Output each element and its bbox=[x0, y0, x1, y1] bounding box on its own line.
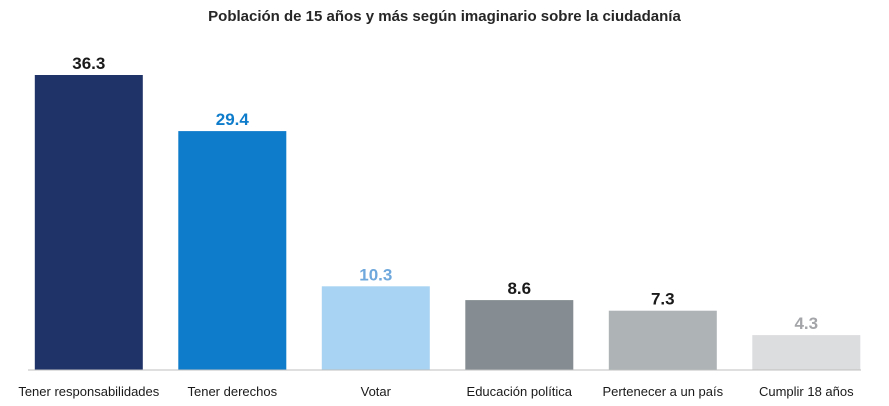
bar-2 bbox=[178, 131, 287, 370]
category-label-1: Tener responsabilidades bbox=[18, 384, 159, 399]
value-label-4: 8.6 bbox=[507, 279, 531, 298]
category-label-6: Cumplir 18 años bbox=[759, 384, 854, 399]
value-label-3: 10.3 bbox=[359, 265, 392, 284]
category-label-2: Tener derechos bbox=[187, 384, 277, 399]
value-label-1: 36.3 bbox=[72, 54, 105, 73]
value-label-2: 29.4 bbox=[216, 110, 250, 129]
category-label-5: Pertenecer a un país bbox=[602, 384, 723, 399]
value-labels-layer: 36.3 29.4 10.3 8.6 7.3 4.3 bbox=[72, 54, 818, 333]
category-label-3: Votar bbox=[361, 384, 392, 399]
chart-title: Población de 15 años y más según imagina… bbox=[208, 8, 681, 25]
bar-3 bbox=[321, 286, 430, 370]
bar-4 bbox=[465, 300, 574, 370]
bars-layer bbox=[34, 75, 861, 370]
category-label-4: Educación política bbox=[467, 384, 573, 399]
value-label-6: 4.3 bbox=[794, 314, 818, 333]
value-label-5: 7.3 bbox=[651, 290, 675, 309]
category-labels-layer: Tener responsabilidades Tener derechos Vot… bbox=[18, 384, 854, 399]
bar-6 bbox=[752, 335, 861, 370]
bar-1 bbox=[34, 75, 143, 370]
bar-5 bbox=[608, 310, 717, 370]
